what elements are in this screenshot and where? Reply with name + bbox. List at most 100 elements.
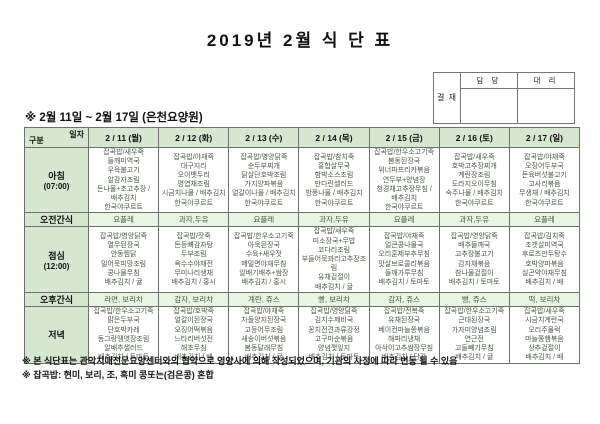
menu-line: 배추들깨국 [458,242,491,250]
menu-line: 잡곡밥/한우소고기죽 [444,308,505,316]
menu-line: 조갯살미역국 [525,242,564,250]
afternoon-snack-fri: 감자, 쥬스 [368,291,440,307]
menu-line: 베이컨마늘쫑볶음 [378,326,430,334]
menu-line: 잡곡밥/영양닭죽 [100,233,148,241]
menu-line: 위너파프리카볶음 [378,167,430,175]
menu-line: 한국야쿠르트 [314,199,354,207]
menu-line: 고추장불고기 [454,251,494,259]
menu-line: 무미나리생채 [174,269,214,277]
footnote-grains: ※ 잡곡밥: 현미, 보리, 조, 흑미 콩또는(검은콩) 혼합 [22,369,214,380]
menu-line: 한국야쿠르트 [244,199,284,207]
approval-stamp-label: 결 재 [433,72,461,124]
approval-box: 결 재 담 당 대 리 [433,72,575,124]
corner-cell: 일자 구분 [24,127,89,148]
day-header-wed: 2 / 13 (수) [228,127,300,148]
menu-line: 배추김치 / 토마토 [378,279,430,287]
menu-line: 순두부찌개 [247,162,280,170]
dinner-sat: 잡곡밥/한우소고기죽 근대된장국 가자미양념조림 연근전 고들빼기무침 배추김치 / 귤 [438,305,510,364]
menu-line: 함박소스조림 [314,172,354,179]
menu-line: 대구지리 [180,162,207,170]
menu-line: 얼큰콩나물국 [384,242,424,250]
menu-line: 콩나물무침 [107,269,140,277]
lunch-thu: 잡곡밥/새우죽 미소장국+무밥 코다리조림 부들어묵꽈리고추장조림 유채겉절이 배추김치 … [298,226,370,293]
row-label-lunch: 점심 (12:00) [24,226,89,293]
menu-line: 유채된장국 [388,317,421,325]
breakfast-mon: 잡곡밥/새우죽 들깨미역국 우육불고기 알감자조림 돈나물+초고추장 / 배추김치 한국야쿠… [87,146,160,214]
menu-line: 닭살단호박조림 [241,172,287,179]
menu-line: 과자,두유 [459,215,490,225]
menu-line: 잡곡밥/새우죽 [103,149,144,156]
afternoon-snack-sun: 떡, 보리차 [508,291,581,307]
menu-line: 코다리조림 [317,246,351,254]
dinner-thu: 잡곡밥/영양닭죽 김치수제비국 꽁치전견과류강정 고구마순볶음 양념깻잎지 배추김치 / … [298,305,370,364]
menu-line: 실곤약야채무침 [521,269,567,277]
menu-line: 한국야쿠르트 [384,204,424,212]
menu-line: 호박양파볶음 [525,260,564,268]
menu-line: 배추김치 / 홍시 [171,279,216,287]
menu-line: 느타리버섯전 [174,335,214,343]
menu-line: 고사리볶음 [528,181,561,189]
menu-line: 잡곡밥/한우소고기죽 [233,233,294,241]
lunch-sun: 잡곡밥/김치죽 조갯살미역국 후로츠만두탕수 호박양파볶음 실곤약야채무침 배추김치 / … [508,226,581,293]
menu-line: 감자, 쥬스 [388,294,421,304]
corner-label-date: 일자 [69,130,84,139]
menu-line: 빵, 보리차 [318,294,350,304]
menu-line: 열무된장국 [107,242,140,250]
menu-line: 배추김치 / 배 [525,354,564,362]
menu-line: 배추김치 / 귤 [244,354,283,362]
menu-line: 배추김치 / 귤 [104,279,143,287]
menu-line: 호박고추장찌개 [451,162,497,170]
menu-line: 잡곡밥/야채죽 [173,153,214,161]
menu-line: 들깨미역국 [107,158,140,166]
menu-line: 요플레 [393,215,415,225]
breakfast-sat: 잡곡밥/새우죽 호박고추장찌개 계란장조림 도라지오이무침 숙주나물 / 배추김치 한국야… [438,146,510,214]
menu-line: 도라지오이무침 [451,181,497,189]
breakfast-wed: 잡곡밥/영양닭죽 순두부찌개 닭살단호박조림 가지양파볶음 얼갈이나물 / 배추김치 한국… [228,146,300,214]
menu-line: 동그랑땡엿장조림 [97,335,150,343]
menu-line: 무생채 / 배추김치 [518,190,570,198]
menu-line: 잡곡밥/참치죽 [313,153,355,161]
menu-line: 연근전 [464,335,484,343]
menu-line: 라면, 보리차 [104,294,143,304]
menu-line: 근대된장국 [458,317,491,325]
approval-col-manager: 담 당 [460,72,518,89]
menu-line: 봄동된장국 [388,158,421,166]
menu-line: 가지양파볶음 [244,181,284,189]
row-label-morning-snack: 오전간식 [24,212,89,228]
menu-line: 오징어두부국 [525,162,564,170]
menu-line: 과자,두유 [319,215,349,225]
menu-line: 두부조림 [180,251,207,259]
menu-line: 홍합살무국 [317,162,351,170]
menu-line: 미소장국+무밥 [312,237,356,245]
menu-line: 맛살브로콜리볶음 [378,260,430,268]
day-header-sun: 2 / 17 (일) [508,127,581,148]
menu-line: 잡곡밥/새우죽 [313,228,355,236]
corner-label-category: 구분 [29,136,44,145]
row-label-afternoon-snack: 오후간식 [24,291,89,307]
menu-line: 방풍나물 / 배추김치 [305,190,363,198]
menu-line: 숙주나물 / 배추김치 [445,190,503,198]
menu-line: 잡곡밥/영양닭죽 [240,153,288,161]
menu-line: 잡곡밥/야채죽 [383,233,425,241]
lunch-tue: 잡곡밥/잣죽 돈등뼈감자탕 두부조림 옥수수야채전 무미나리생채 배추김치 / 홍시 [158,226,230,293]
menu-line: 한국야쿠르트 [454,199,494,207]
menu-line: 고등어무조림 [244,326,284,334]
breakfast-thu: 잡곡밥/참치죽 홍합살무국 함박소스조림 만다린샐러드 방풍나물 / 배추김치 한국야쿠르… [298,146,370,214]
menu-line: 감자채볶음 [458,260,491,268]
morning-snack-thu: 과자,두유 [298,212,370,228]
menu-line: 요플레 [534,215,555,225]
row-label-dinner: 저녁 [24,305,89,364]
breakfast-tue: 잡곡밥/야채죽 대구지리 오이뱃두리 명엽채조림 시금치나물 / 배추김치 한국야쿠르트 [158,146,230,214]
menu-line: 알감자조림 [107,176,140,184]
lunch-sat: 잡곡밥/영양닭죽 배추들깨국 고추장불고기 감자채볶음 참나물겉절이 배추김치 / 토마토 [438,226,510,293]
menu-line: 해초무침 [180,345,207,353]
menu-line: 배추김치 / 귤 [314,283,354,291]
approval-blank-manager [460,88,518,124]
menu-line: 아욱된장국 [247,242,280,250]
menu-line: 우육불고기 [107,167,140,175]
menu-line: 잡곡밥/잣죽 [176,233,211,241]
menu-line: 잡곡밥/한우소고기죽 [374,149,435,156]
meal-plan-table: 일자 구분 2 / 11 (월) 2 / 12 (화) 2 / 13 (수) 2… [24,127,581,364]
lunch-row: 점심 (12:00) 잡곡밥/영양닭죽 열무된장국 안동찜닭 밀어묵피망조림 콩나물무침… [24,226,581,293]
menu-line: 알배기배추+쌈장 [239,269,289,277]
